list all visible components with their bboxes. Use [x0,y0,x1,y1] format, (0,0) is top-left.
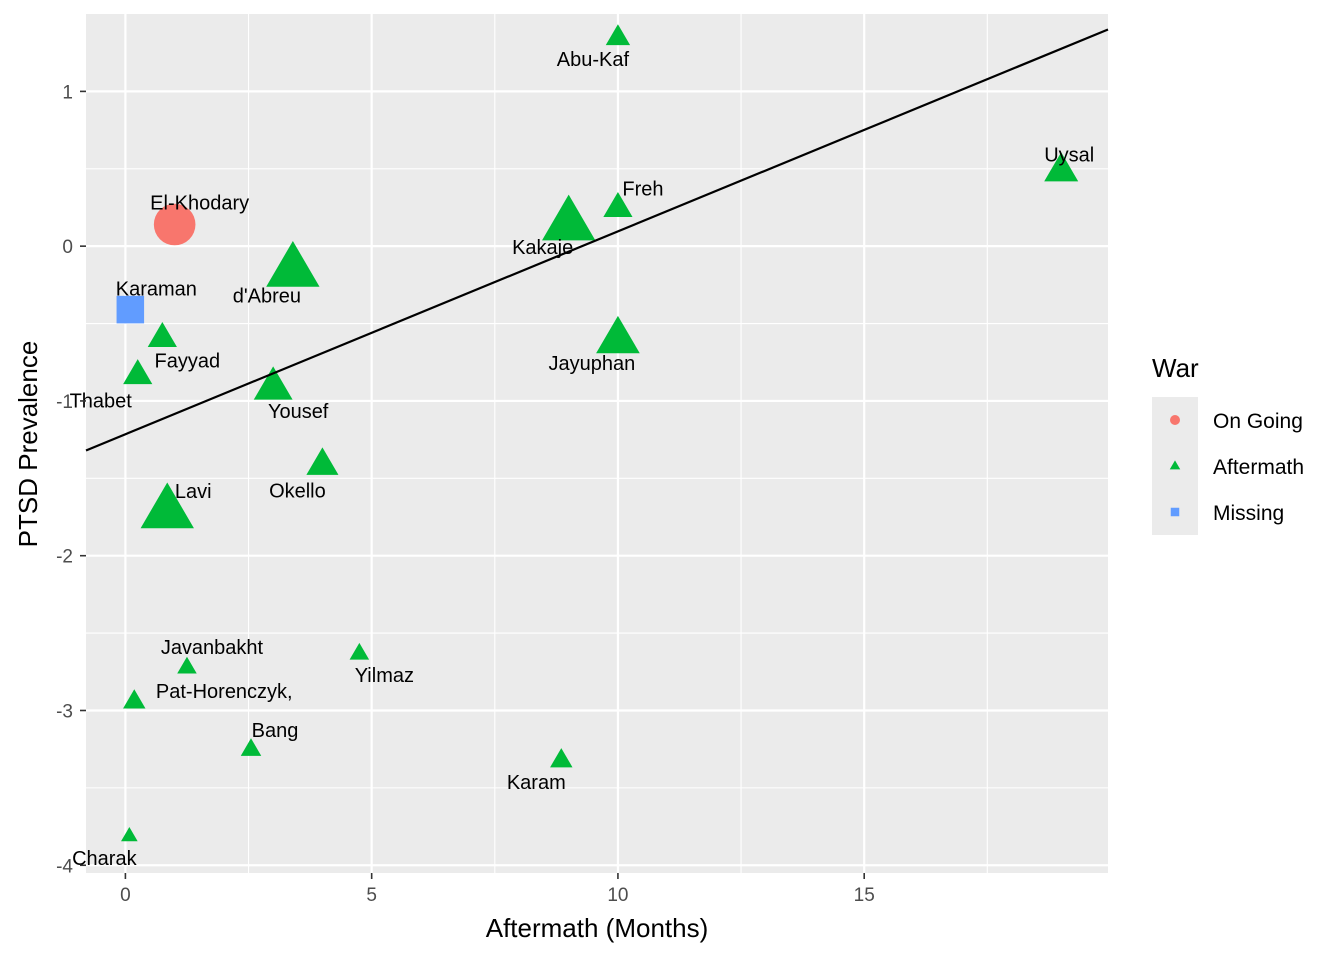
data-point [123,689,146,709]
y-tick-label: -1 [56,392,73,413]
legend-key-marker [1170,507,1180,517]
point-labels: Abu-Kaf Uysal Freh El-Khodary Kakaje d'Abreu K… [70,49,1095,870]
point-label: Lavi [175,481,212,503]
point-label: Yilmaz [355,665,414,687]
data-point [596,315,640,354]
point-label: Jayuphan [549,353,636,375]
legend-label: On Going [1213,410,1303,433]
y-tick-label: -3 [56,701,73,722]
x-tick-label: 5 [366,885,377,906]
point-label: Bang [252,720,299,742]
y-tick-label: -4 [56,856,73,877]
point-label: Karam [507,772,566,794]
data-point [603,191,633,217]
data-point [306,447,339,475]
x-axis: 0 5 10 15 [120,873,875,906]
x-axis-title: Aftermath (Months) [486,913,709,943]
point-label: Kakaje [512,237,573,259]
y-axis-title: PTSD Prevalence [13,341,43,548]
x-tick-label: 10 [607,885,628,906]
data-point [147,321,177,347]
legend-key-marker [1170,415,1180,425]
point-label: Fayyad [155,350,221,372]
data-points [116,24,1079,842]
point-label: Yousef [268,401,329,423]
point-label: Thabet [70,391,133,413]
legend: War On Going Aftermath Missing [1152,353,1304,535]
regression-line [85,28,1109,452]
data-point [1044,152,1079,182]
data-point [177,656,197,674]
x-tick-label: 15 [854,885,875,906]
legend-label: Missing [1213,502,1284,525]
point-label: Charak [72,848,137,870]
y-axis: 1 0 -1 -2 -3 -4 [56,82,86,877]
major-gridlines [86,14,1108,873]
data-point [253,366,293,400]
y-tick-label: 0 [62,237,73,258]
data-point [266,241,320,287]
data-point [605,24,631,46]
point-label: Uysal [1044,144,1094,166]
x-tick-label: 0 [120,885,131,906]
data-point [542,194,596,241]
legend-label: Aftermath [1213,456,1304,479]
data-point [550,748,573,768]
point-label: Abu-Kaf [557,49,630,71]
data-point [121,827,138,842]
minor-gridlines [86,14,1108,873]
y-tick-label: 1 [62,82,73,103]
legend-title: War [1152,353,1199,383]
data-point [123,359,153,385]
point-label: Freh [622,178,663,200]
data-point [140,482,194,529]
legend-key-marker [1169,460,1181,470]
point-label: d'Abreu [233,285,301,307]
legend-entries: On Going Aftermath Missing [1152,397,1304,535]
y-tick-label: -2 [56,547,73,568]
point-label: El-Khodary [150,192,249,214]
point-label: Pat-Horenczyk, [156,681,293,703]
data-point [116,295,145,324]
point-label: Javanbakht [161,637,264,659]
point-label: Okello [269,480,326,502]
data-point [153,203,196,246]
point-label: Karaman [116,279,197,301]
panel-background [86,14,1108,873]
data-point [240,738,262,756]
data-point [349,642,370,660]
